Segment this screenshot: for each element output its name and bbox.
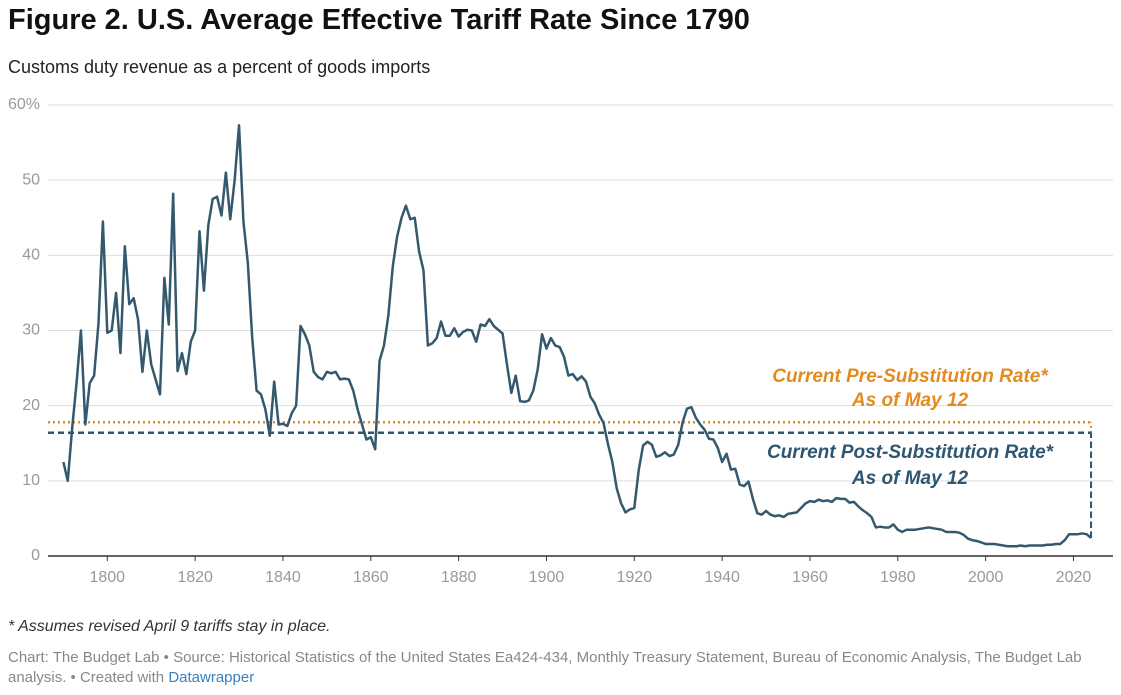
x-tick-label: 1940 bbox=[704, 569, 740, 586]
x-tick-label: 2000 bbox=[968, 569, 1004, 586]
x-tick-label: 1840 bbox=[265, 569, 301, 586]
y-tick-label: 0 bbox=[31, 547, 40, 564]
data-line bbox=[62, 124, 1092, 548]
x-tick-label: 1820 bbox=[177, 569, 213, 586]
y-tick-label: 60% bbox=[8, 96, 40, 113]
reference-label: Current Post-Substitution Rate* bbox=[767, 442, 1055, 463]
reference-label: As of May 12 bbox=[851, 390, 969, 411]
x-tick-label: 2020 bbox=[1056, 569, 1092, 586]
chart-title: Figure 2. U.S. Average Effective Tariff … bbox=[8, 4, 750, 36]
y-tick-label: 30 bbox=[22, 322, 40, 339]
source-text: Chart: The Budget Lab • Source: Historic… bbox=[8, 649, 1082, 686]
x-tick-label: 1960 bbox=[792, 569, 828, 586]
y-tick-label: 20 bbox=[22, 397, 40, 414]
y-tick-label: 10 bbox=[22, 472, 40, 489]
source-note: Chart: The Budget Lab • Source: Historic… bbox=[8, 648, 1108, 688]
y-tick-label: 40 bbox=[22, 247, 40, 264]
x-tick-label: 1920 bbox=[617, 569, 653, 586]
reference-label: Current Pre-Substitution Rate* bbox=[772, 366, 1049, 387]
x-tick-label: 1880 bbox=[441, 569, 477, 586]
y-tick-label: 50 bbox=[22, 171, 40, 188]
x-tick-label: 1860 bbox=[353, 569, 389, 586]
chart-subtitle: Customs duty revenue as a percent of goo… bbox=[8, 57, 431, 77]
chart: 0 10 20 30 40 50 60% 1800 1820 1840 1860 1880 1900 19… bbox=[8, 96, 1113, 586]
x-tick-label: 1800 bbox=[89, 569, 125, 586]
credit-link[interactable]: Datawrapper bbox=[168, 669, 255, 686]
x-tick-label: 1900 bbox=[529, 569, 565, 586]
x-tick-label: 1980 bbox=[880, 569, 916, 586]
footnote: * Assumes revised April 9 tariffs stay i… bbox=[8, 618, 331, 635]
reference-label: As of May 12 bbox=[851, 468, 969, 489]
